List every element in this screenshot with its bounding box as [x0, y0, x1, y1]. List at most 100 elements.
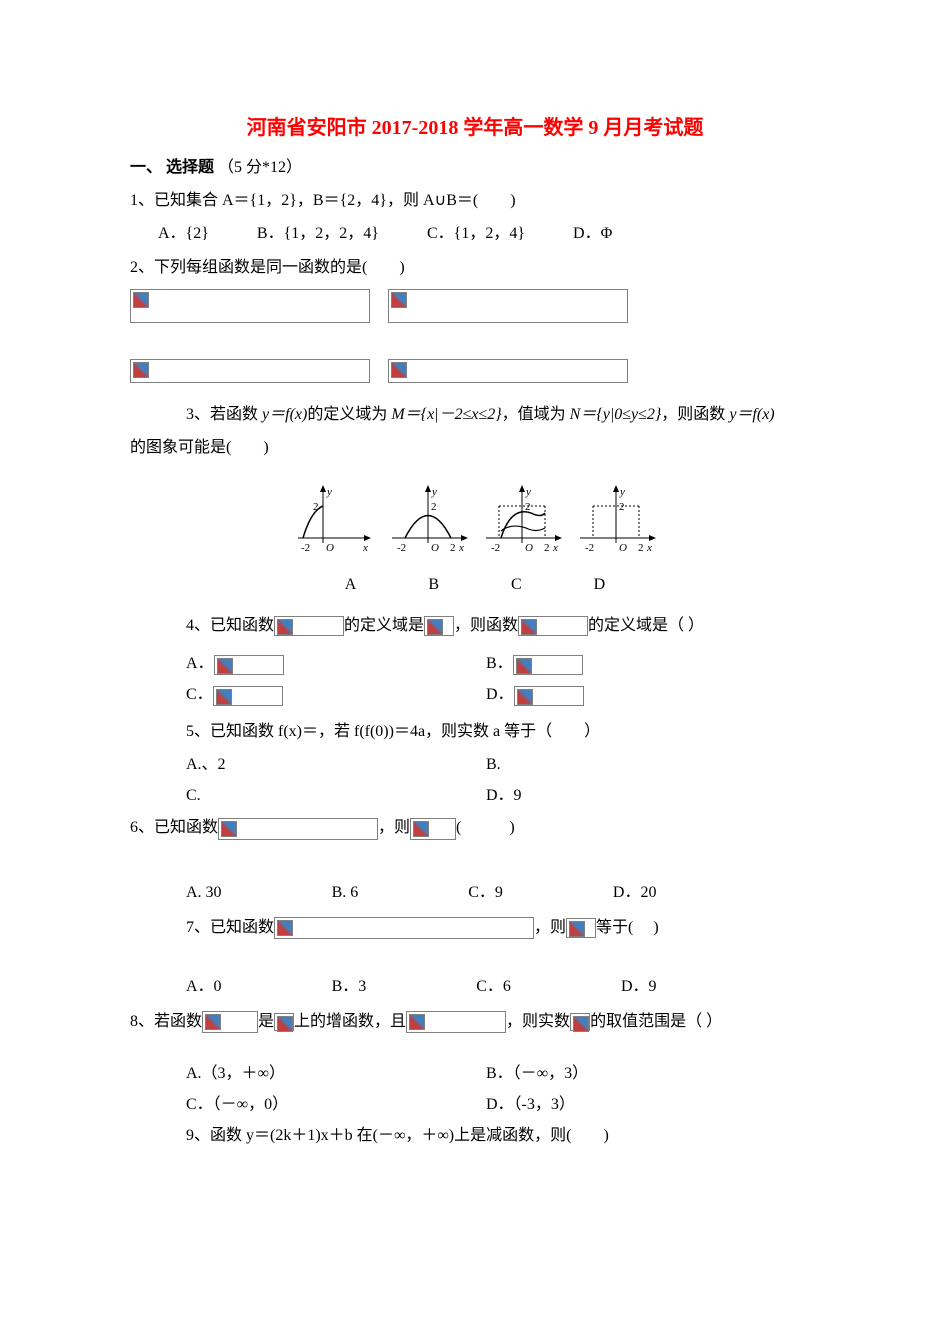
q8-B: B．（－∞，3） [486, 1060, 786, 1089]
q3-f3: N＝{y|0≤y≤2} [570, 406, 662, 423]
svg-text:-2: -2 [585, 542, 594, 554]
q5-opts2: C. D．9 [186, 782, 820, 811]
q8-opts1: A.（3，＋∞） B．（－∞，3） [186, 1060, 820, 1089]
q3-f4: y＝f(x) [729, 406, 774, 423]
q4-B: B． [486, 655, 513, 672]
q8: 8、若函数是上的增函数，且，则实数的取值范围是（ ） [130, 1008, 820, 1037]
q3-tail: 的图象可能是( ) [130, 434, 820, 463]
q8-D: D．（-3，3） [486, 1091, 786, 1120]
q6-opts: A. 30 B. 6 C．9 D．20 [186, 879, 820, 908]
q3-prefix: 3、若函数 [186, 406, 262, 423]
q7-p1: 7、已知函数 [186, 919, 274, 936]
q4: 4、已知函数 的定义域是 ，则函数 的定义域是（ ） [130, 612, 820, 641]
lbl-C: C [511, 571, 522, 600]
q7-B: B．3 [332, 973, 367, 1002]
q1-C: C．{1，2，4} [427, 220, 525, 249]
broken-image-icon [213, 686, 283, 706]
svg-text:x: x [646, 542, 652, 554]
q1-text: 1、已知集合 A＝{1，2}，B＝{2，4}，则 A∪B＝( ) [130, 192, 516, 209]
svg-text:-2: -2 [397, 542, 406, 554]
broken-image-icon [410, 818, 456, 840]
q5-D: D．9 [486, 782, 786, 811]
q6-D: D．20 [613, 879, 657, 908]
svg-text:2: 2 [450, 542, 456, 554]
svg-text:-2: -2 [301, 542, 310, 554]
q8-A: A.（3，＋∞） [186, 1060, 486, 1089]
q4-C: C． [186, 686, 213, 703]
broken-image-icon [570, 1013, 590, 1031]
broken-image-icon [130, 359, 370, 383]
svg-text:2: 2 [619, 501, 625, 513]
svg-text:O: O [431, 542, 439, 554]
q8-C: C．（－∞，0） [186, 1091, 486, 1120]
chart-labels: A B C D [130, 571, 820, 600]
chart-svg: y x -2 O 2 2 [481, 483, 563, 559]
q1-B: B．{1，2，2，4} [257, 220, 379, 249]
q6-A: A. 30 [186, 879, 222, 908]
q7-opts: A．0 B．3 C．6 D．9 [186, 973, 820, 1002]
broken-image-icon [214, 655, 284, 675]
section-num: 一、 [130, 159, 162, 176]
q8-opts2: C．（－∞，0） D．（-3，3） [186, 1091, 820, 1120]
q4-p1: 4、已知函数 [186, 617, 274, 634]
svg-text:O: O [326, 542, 334, 554]
broken-image-icon [274, 616, 344, 636]
svg-text:y: y [619, 486, 625, 498]
svg-text:x: x [458, 542, 464, 554]
q2: 2、下列每组函数是同一函数的是( ) [130, 254, 820, 283]
q4-D: D． [486, 686, 514, 703]
page-title: 河南省安阳市 2017-2018 学年高一数学 9 月月考试题 [130, 110, 820, 146]
broken-image-icon [130, 289, 370, 323]
q4-p4: 的定义域是（ ） [588, 617, 704, 634]
q1: 1、已知集合 A＝{1，2}，B＝{2，4}，则 A∪B＝( ) [130, 187, 820, 216]
broken-image-icon [202, 1011, 258, 1033]
broken-image-icon [424, 616, 454, 636]
svg-text:x: x [362, 542, 368, 554]
q8-p4: ，则实数 [506, 1013, 570, 1030]
q6-p2: ，则 [378, 819, 410, 836]
q5-text: 5、已知函数 f(x)＝，若 f(f(0))＝4a，则实数 a 等于（ ） [186, 723, 600, 740]
broken-image-icon [388, 359, 628, 383]
q2-row1 [130, 287, 820, 325]
q8-p2: 是 [258, 1013, 274, 1030]
q1-A: A．{2} [158, 220, 209, 249]
svg-text:y: y [525, 486, 531, 498]
svg-text:y: y [326, 486, 332, 498]
chart-svg: y x -2 O 2 2 [387, 483, 469, 559]
chart-svg: y x -2 O 2 2 [575, 483, 657, 559]
q5-A: A.、2 [186, 751, 486, 780]
broken-image-icon [514, 686, 584, 706]
svg-text:O: O [525, 542, 533, 554]
q4-p3: ，则函数 [454, 617, 518, 634]
q8-p3: 上的增函数，且 [294, 1013, 406, 1030]
chart-A: y x -2 O 2 [293, 483, 375, 563]
broken-image-icon [566, 918, 596, 938]
broken-image-icon [218, 818, 378, 840]
q1-D: D．Φ [573, 220, 612, 249]
svg-text:O: O [619, 542, 627, 554]
q7-C: C．6 [476, 973, 511, 1002]
broken-image-icon [274, 917, 534, 939]
q4-opts2: C． D． [186, 681, 820, 710]
q1-options: A．{2} B．{1，2，2，4} C．{1，2，4} D．Φ [158, 220, 820, 249]
broken-image-icon [513, 655, 583, 675]
q7: 7、已知函数，则等于( ) [130, 914, 820, 943]
svg-text:x: x [552, 542, 558, 554]
svg-text:-2: -2 [491, 542, 500, 554]
lbl-A: A [345, 571, 357, 600]
lbl-B: B [428, 571, 439, 600]
section-note: （5 分*12） [218, 159, 302, 176]
chart-B: y x -2 O 2 2 [387, 483, 469, 563]
svg-text:2: 2 [544, 542, 550, 554]
q4-p2: 的定义域是 [344, 617, 424, 634]
chart-C: y x -2 O 2 2 [481, 483, 563, 563]
chart-svg: y x -2 O 2 [293, 483, 375, 559]
q2-row2 [130, 357, 820, 385]
chart-D: y x -2 O 2 2 [575, 483, 657, 563]
svg-text:2: 2 [638, 542, 644, 554]
svg-text:2: 2 [431, 501, 437, 513]
q4-opts1: A． B． [186, 650, 820, 679]
q3-m2: 的定义域为 [307, 406, 391, 423]
svg-text:y: y [431, 486, 437, 498]
q7-D: D．9 [621, 973, 657, 1002]
